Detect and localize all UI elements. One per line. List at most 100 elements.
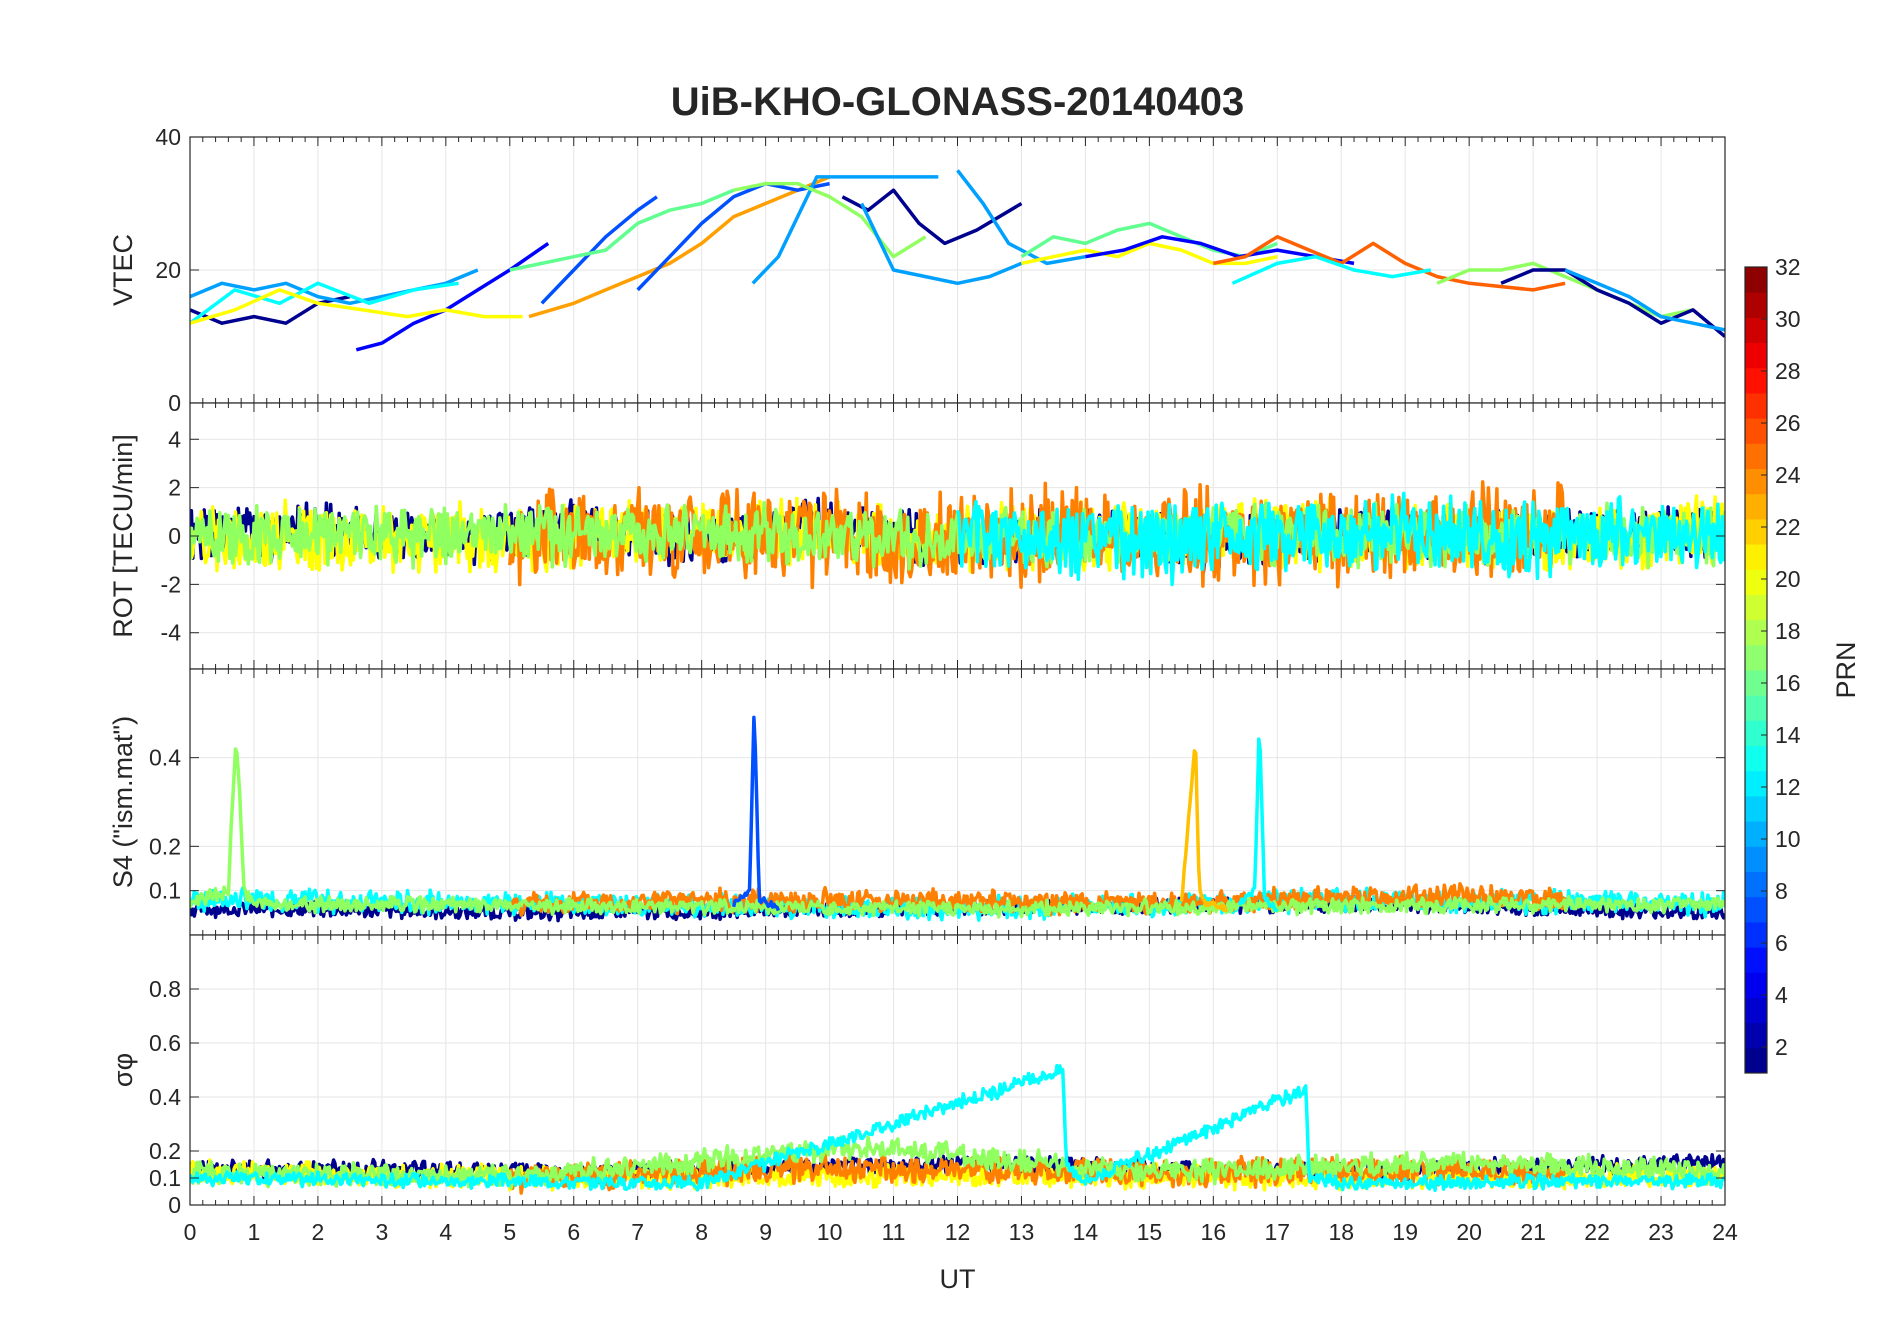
colorbar-bin: [1745, 821, 1767, 847]
x-tick-label: 18: [1328, 1219, 1354, 1245]
series-line: [955, 491, 1725, 587]
series-line: [1564, 268, 1725, 332]
series-line: [1237, 737, 1279, 913]
colorbar-bin: [1745, 695, 1767, 721]
colorbar-bin: [1745, 619, 1767, 646]
series-line: [860, 202, 1023, 286]
x-axis-label: UT: [940, 1264, 976, 1294]
colorbar-bin: [1745, 367, 1767, 394]
colorbar-bin: [1745, 267, 1767, 293]
y-tick-label: 0.8: [149, 976, 181, 1002]
x-tick-label: 19: [1392, 1219, 1418, 1245]
series-line: [841, 188, 1023, 246]
colorbar-tick-label: 24: [1775, 462, 1801, 488]
y-tick-label: 0: [168, 523, 181, 549]
series-line: [540, 195, 658, 305]
series-line: [956, 169, 1086, 266]
colorbar-bin: [1745, 443, 1767, 469]
colorbar-bin: [1745, 871, 1767, 898]
colorbar-frame: [1744, 266, 1768, 1074]
colorbar-label: PRN: [1831, 641, 1861, 698]
x-tick-label: 14: [1073, 1219, 1099, 1245]
colorbar-bin: [1745, 594, 1767, 621]
colorbar-bin: [1745, 468, 1767, 495]
y-axis-label: S4 ("ism.mat"): [108, 716, 138, 888]
series-line: [636, 181, 830, 292]
series-group: [190, 480, 1725, 590]
x-tick-label: 24: [1712, 1219, 1738, 1245]
x-tick-label: 8: [695, 1219, 708, 1245]
series-line: [1085, 235, 1355, 266]
colorbar-bin: [1745, 770, 1767, 797]
x-tick-label: 5: [503, 1219, 516, 1245]
y-tick-label: 0: [168, 390, 181, 416]
series-group: [190, 715, 1725, 923]
x-tick-label: 17: [1264, 1219, 1290, 1245]
colorbar-tick-label: 8: [1775, 878, 1788, 904]
colorbar-bin: [1745, 292, 1767, 318]
y-axis-label: σφ: [108, 1053, 138, 1087]
y-tick-label: 20: [155, 257, 181, 283]
x-tick-label: 2: [312, 1219, 325, 1245]
colorbar-tick-label: 4: [1775, 982, 1788, 1008]
x-tick-label: 21: [1520, 1219, 1546, 1245]
y-tick-label: 40: [155, 124, 181, 150]
y-tick-label: 0.2: [149, 1138, 181, 1164]
series-line: [509, 188, 735, 272]
series-line: [1021, 241, 1278, 266]
colorbar-bin: [1745, 947, 1767, 973]
colorbar-bin: [1745, 720, 1767, 747]
x-tick-label: 12: [945, 1219, 971, 1245]
y-tick-label: -2: [161, 571, 181, 597]
colorbar-tick-label: 18: [1775, 618, 1801, 644]
colorbar-bin: [1745, 795, 1767, 822]
series-line: [733, 181, 927, 259]
x-tick-label: 3: [375, 1219, 388, 1245]
colorbar-tick-label: 6: [1775, 930, 1788, 956]
series-line: [1436, 261, 1694, 319]
chart-title: UiB-KHO-GLONASS-20140403: [671, 80, 1245, 124]
colorbar-tick-label: 12: [1775, 774, 1801, 800]
series-line: [1212, 235, 1566, 292]
series-line: [731, 715, 781, 912]
y-tick-label: 0: [168, 1192, 181, 1218]
panel-1: 0 20 40 VTEC: [108, 124, 1726, 416]
series-line: [1500, 268, 1725, 338]
panel-3: 0.1 0.2 0.4 S4 ("ism.mat"): [108, 668, 1726, 936]
x-tick-label: 22: [1584, 1219, 1610, 1245]
panel-4: 00.10.2 0.4 0.6 0.8 σφ: [108, 934, 1726, 1218]
colorbar-bin: [1745, 392, 1767, 419]
colorbar-bin: [1745, 518, 1767, 545]
colorbar-tick-label: 10: [1775, 826, 1801, 852]
series-line: [190, 294, 351, 325]
x-tick-label: 15: [1137, 1219, 1163, 1245]
colorbar-bin: [1745, 493, 1767, 520]
colorbar-tick-label: 28: [1775, 358, 1801, 384]
y-tick-label: 0.6: [149, 1030, 181, 1056]
x-tick-label: 7: [631, 1219, 644, 1245]
x-tick-label: 10: [817, 1219, 843, 1245]
series-line: [190, 288, 523, 325]
colorbar-tick-label: 32: [1775, 254, 1801, 280]
series-line: [190, 1135, 1725, 1190]
series-line: [508, 882, 1567, 917]
y-tick-label: -4: [161, 620, 182, 646]
x-tick-label: 0: [184, 1219, 197, 1245]
series-group: [190, 169, 1725, 352]
colorbar-bin: [1745, 921, 1767, 948]
y-tick-label: 4: [168, 426, 181, 452]
colorbar-bin: [1745, 846, 1767, 872]
colorbar-bin: [1745, 418, 1767, 444]
x-tick-label: 16: [1201, 1219, 1227, 1245]
colorbar-tick-label: 30: [1775, 306, 1801, 332]
colorbar-tick-label: 14: [1775, 722, 1801, 748]
y-tick-label: 0.4: [149, 1084, 181, 1110]
series-line: [1231, 254, 1432, 285]
x-tick-label: 9: [759, 1219, 772, 1245]
x-tick-label: 6: [567, 1219, 580, 1245]
colorbar-tick-label: 2: [1775, 1034, 1788, 1060]
y-tick-label: 0.2: [149, 833, 181, 859]
x-tick-label: 23: [1648, 1219, 1674, 1245]
